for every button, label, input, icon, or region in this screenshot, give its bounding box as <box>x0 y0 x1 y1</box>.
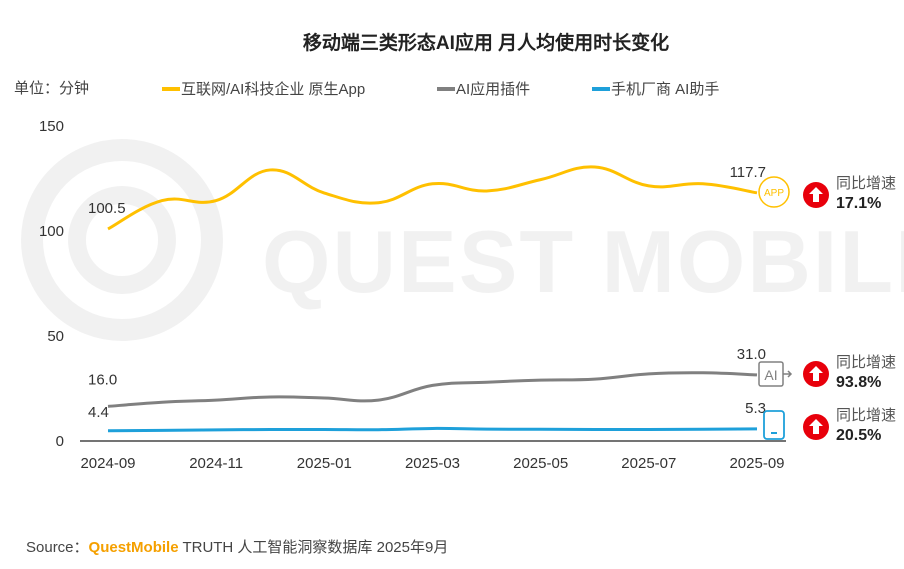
phone-icon <box>763 410 785 440</box>
up-arrow-glyph <box>809 187 823 202</box>
growth-label: 同比增速 <box>836 354 896 371</box>
growth-badges: 同比增速 17.1% 同比增速 93.8% 同比增速 20.5% <box>803 175 896 444</box>
x-tick-label: 2025-07 <box>621 455 676 472</box>
x-tick-label: 2025-09 <box>729 455 784 472</box>
source-text: TRUTH 人工智能洞察数据库 2025年9月 <box>179 538 449 556</box>
up-arrow-glyph <box>809 366 823 381</box>
growth-value: 17.1% <box>836 195 881 212</box>
y-tick-label: 100 <box>39 223 64 240</box>
start-value-label: 16.0 <box>88 371 117 388</box>
legend-label: 手机厂商 AI助手 <box>611 81 719 98</box>
x-tick-label: 2024-11 <box>189 455 243 472</box>
growth-value: 93.8% <box>836 374 881 391</box>
ai-plugin-icon-text: AI <box>764 367 777 383</box>
growth-value: 20.5% <box>836 427 881 444</box>
growth-label: 同比增速 <box>836 175 896 192</box>
watermark: QUEST MOBILE <box>21 139 904 341</box>
growth-label: 同比增速 <box>836 407 896 424</box>
end-value-label: 117.7 <box>730 164 766 181</box>
y-axis: 0 50 100 150 <box>39 118 64 450</box>
series-lines: 100.5 117.7 APP 16.0 31.0 AI 4.4 5.3 <box>88 164 793 440</box>
x-tick-label: 2025-05 <box>513 455 568 472</box>
end-value-label: 31.0 <box>737 346 766 363</box>
app-icon <box>758 176 790 208</box>
x-tick-label: 2024-09 <box>80 455 135 472</box>
unit-label: 单位：分钟 <box>14 80 89 97</box>
legend-label: AI应用插件 <box>456 80 530 98</box>
app-icon-text: APP <box>764 188 784 199</box>
legend: 互联网/AI科技企业 原生App AI应用插件 手机厂商 AI助手 <box>162 80 719 98</box>
chart-title: 移动端三类形态AI应用 月人均使用时长变化 <box>303 31 669 54</box>
watermark-text: QUEST MOBILE <box>262 212 904 311</box>
arrow-right-icon <box>783 370 793 378</box>
up-arrow-glyph <box>809 419 823 434</box>
x-axis: 2024-09 2024-11 2025-01 2025-03 2025-05 2025-… <box>80 455 784 472</box>
start-value-label: 4.4 <box>88 404 109 421</box>
source-brand: QuestMobile <box>89 539 179 556</box>
start-value-label: 100.5 <box>88 200 126 217</box>
source-prefix: Source： <box>26 539 89 556</box>
x-tick-label: 2025-01 <box>297 455 352 472</box>
source-line: Source：QuestMobile TRUTH 人工智能洞察数据库 2025年… <box>26 538 448 556</box>
legend-label: 互联网/AI科技企业 原生App <box>181 80 365 98</box>
y-tick-label: 150 <box>39 118 64 135</box>
y-tick-label: 50 <box>47 328 64 345</box>
series-line <box>107 371 758 408</box>
y-tick-label: 0 <box>56 433 64 450</box>
series-line <box>107 426 758 433</box>
x-tick-label: 2025-03 <box>405 455 460 472</box>
end-value-label: 5.3 <box>745 400 766 417</box>
